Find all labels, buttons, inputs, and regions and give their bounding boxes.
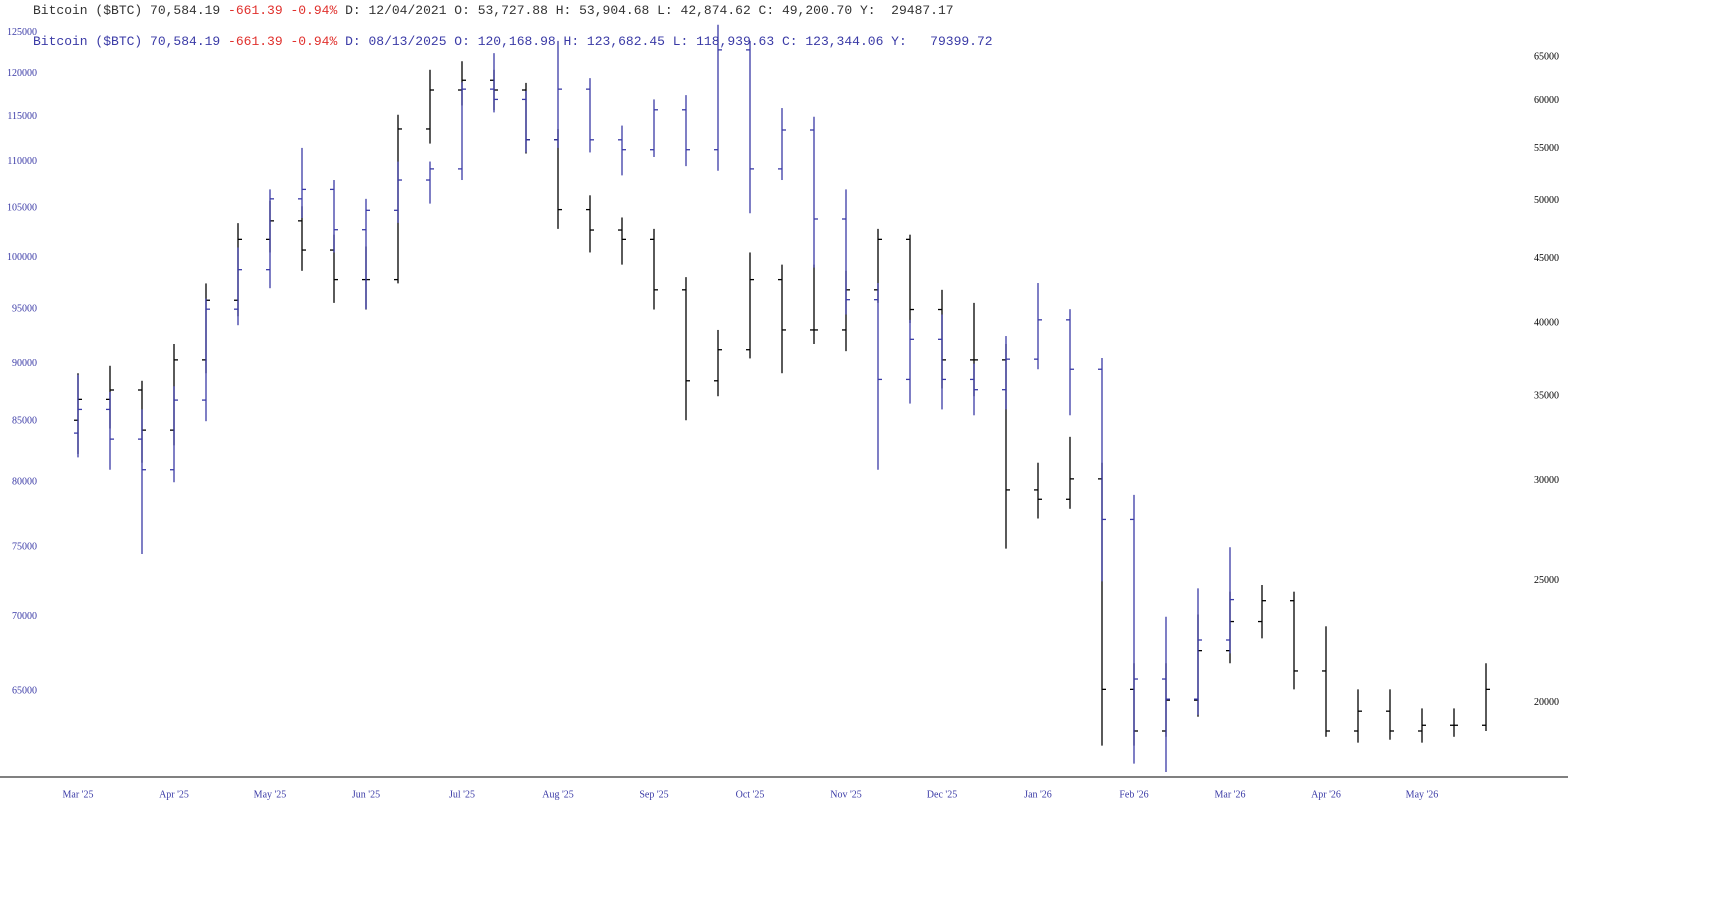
header-detail: D: 08/13/2025 O: 120,168.98 H: 123,682.4… [345, 34, 993, 49]
y-tick-label: 120000 [7, 68, 37, 79]
x-tick-label: Jul '25 [449, 789, 475, 800]
y2-tick-label: 20000 [1534, 697, 1559, 708]
x-tick-label: Jun '25 [352, 789, 380, 800]
x-tick-label: Feb '26 [1119, 789, 1148, 800]
y-tick-label: 70000 [12, 611, 37, 622]
y-tick-label: 80000 [12, 477, 37, 488]
x-tick-label: Sep '25 [639, 789, 668, 800]
y-tick-label: 85000 [12, 415, 37, 426]
header-change: -661.39 -0.94% [228, 34, 337, 49]
x-tick-label: Mar '26 [1215, 789, 1246, 800]
y2-tick-label: 30000 [1534, 475, 1559, 486]
x-tick-label: Dec '25 [927, 789, 957, 800]
y2-tick-label: 55000 [1534, 143, 1559, 154]
y-tick-label: 90000 [12, 358, 37, 369]
x-tick-label: Jan '26 [1024, 789, 1052, 800]
y2-tick-label: 50000 [1534, 195, 1559, 206]
y-tick-label: 75000 [12, 542, 37, 553]
header: Bitcoin ($BTC) 70,584.19 -661.39 -0.94% … [33, 3, 993, 49]
y-tick-label: 110000 [7, 156, 37, 167]
x-tick-label: Oct '25 [736, 789, 765, 800]
x-tick-label: Nov '25 [830, 789, 862, 800]
y-tick-label: 100000 [7, 252, 37, 263]
x-tick-label: Apr '25 [159, 789, 189, 800]
x-tick-label: Aug '25 [542, 789, 574, 800]
y-tick-label: 105000 [7, 203, 37, 214]
x-tick-label: May '25 [254, 789, 287, 800]
header-detail: D: 12/04/2021 O: 53,727.88 H: 53,904.68 … [345, 3, 954, 18]
y-tick-label: 65000 [12, 686, 37, 697]
y-tick-label: 115000 [7, 111, 37, 122]
x-tick-label: Mar '25 [63, 789, 94, 800]
y2-tick-label: 35000 [1534, 391, 1559, 402]
header-change: -661.39 -0.94% [228, 3, 337, 18]
y2-tick-label: 65000 [1534, 51, 1559, 62]
x-tick-label: Apr '26 [1311, 789, 1341, 800]
y2-tick-label: 60000 [1534, 95, 1559, 106]
header-label: Bitcoin ($BTC) 70,584.19 [33, 3, 220, 18]
header-label: Bitcoin ($BTC) 70,584.19 [33, 34, 220, 49]
header-line: Bitcoin ($BTC) 70,584.19 -661.39 -0.94% … [33, 3, 954, 18]
y2-tick-label: 40000 [1534, 317, 1559, 328]
y-tick-label: 125000 [7, 27, 37, 38]
y2-tick-label: 45000 [1534, 253, 1559, 264]
header-line: Bitcoin ($BTC) 70,584.19 -661.39 -0.94% … [33, 34, 993, 49]
y-tick-label: 95000 [12, 303, 37, 314]
x-tick-label: May '26 [1406, 789, 1439, 800]
y2-tick-label: 25000 [1534, 575, 1559, 586]
